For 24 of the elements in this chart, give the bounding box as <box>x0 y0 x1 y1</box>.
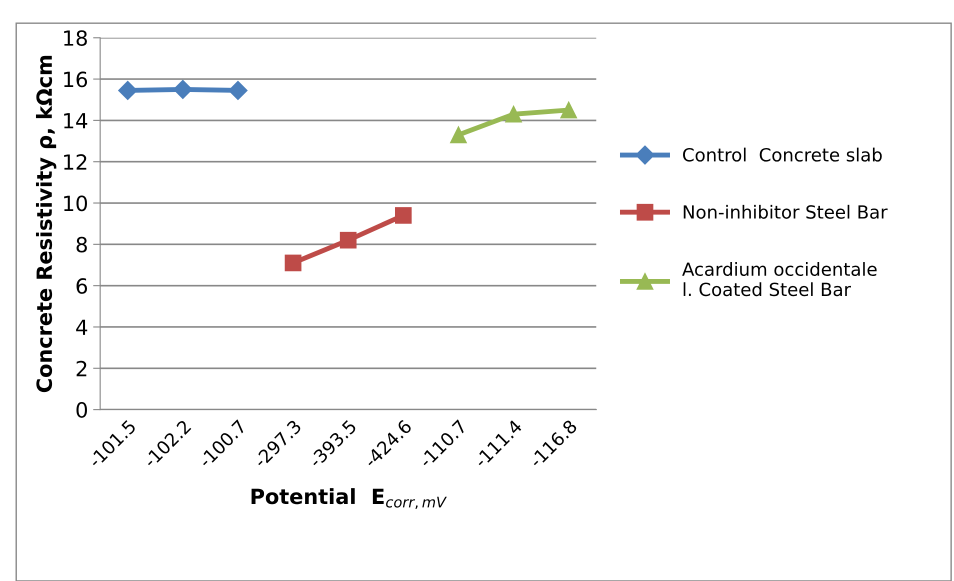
point <box>173 80 192 99</box>
y-tick-label: 2 <box>76 360 86 376</box>
point <box>228 80 248 100</box>
legend-label: Non-inhibitor Steel Bar <box>684 204 888 219</box>
y-tick-label: 14 <box>64 113 88 128</box>
point <box>394 207 412 224</box>
y-tick-label: 8 <box>76 236 87 253</box>
y-tick-label: 12 <box>64 154 86 170</box>
point <box>118 80 138 100</box>
y-tick-label: 16 <box>64 72 88 88</box>
point <box>505 106 522 123</box>
x-axis-title: Potential E$_{corr,mV}$ <box>252 488 447 510</box>
point <box>450 126 467 144</box>
point <box>340 232 357 249</box>
y-axis-title: Concrete Resistivity ρ, kΩcm <box>36 56 56 392</box>
y-tick-label: 4 <box>76 320 88 335</box>
y-tick-label: 6 <box>76 278 88 294</box>
point <box>284 254 302 272</box>
y-tick-label: 10 <box>64 195 87 212</box>
legend-label: Acardium occidentale l. Coated Steel Bar <box>682 262 877 296</box>
legend-label: Control Concrete slab <box>683 148 882 162</box>
y-tick-label: 0 <box>76 402 87 418</box>
y-tick-label: 18 <box>64 30 87 46</box>
point <box>560 102 578 118</box>
